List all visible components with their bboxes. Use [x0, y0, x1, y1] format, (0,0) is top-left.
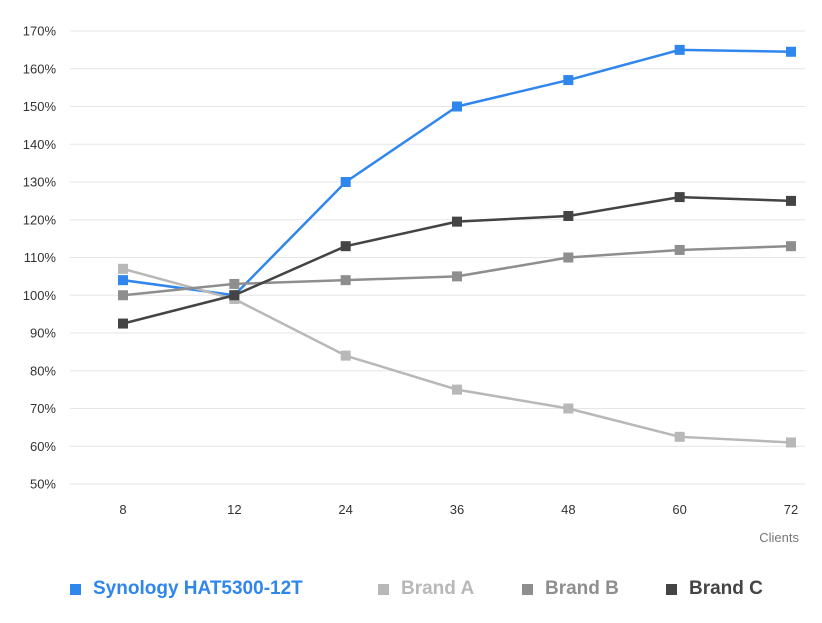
series-0	[118, 44, 796, 301]
data-point[interactable]	[452, 101, 462, 112]
legend-label: Brand A	[401, 578, 475, 599]
legend-item[interactable]: Brand C	[666, 574, 763, 604]
series-1	[118, 263, 796, 448]
data-point[interactable]	[340, 275, 351, 286]
data-point[interactable]	[229, 290, 240, 301]
data-point[interactable]	[340, 177, 351, 187]
legend-item[interactable]: Brand B	[522, 574, 619, 604]
legend-label: Synology HAT5300-12T	[93, 578, 303, 599]
y-axis-ticks: 170% 160% 150% 140% 130% 120% 110% 100% 90% 80% 70…	[23, 24, 57, 492]
x-tick-label: 12	[227, 502, 241, 517]
legend-swatch-icon	[70, 583, 81, 595]
data-point[interactable]	[452, 216, 462, 227]
data-point[interactable]	[563, 252, 574, 263]
series-3	[118, 192, 796, 329]
x-tick-label: 60	[672, 502, 686, 517]
y-tick-label: 170%	[23, 24, 57, 39]
data-point[interactable]	[340, 350, 351, 361]
x-tick-label: 72	[784, 502, 798, 517]
series-line	[122, 48, 792, 297]
legend: Synology HAT5300-12T Brand A Brand B Brand …	[0, 574, 822, 604]
x-tick-label: 8	[119, 502, 126, 517]
data-point[interactable]	[563, 210, 574, 221]
data-point[interactable]	[118, 290, 128, 301]
y-tick-label: 60%	[30, 439, 56, 454]
x-tick-label: 24	[338, 502, 352, 517]
y-tick-label: 150%	[23, 99, 57, 114]
y-tick-label: 90%	[30, 326, 56, 341]
y-tick-label: 80%	[30, 363, 56, 378]
y-tick-label: 160%	[23, 61, 57, 76]
data-point[interactable]	[229, 278, 240, 289]
y-tick-label: 70%	[30, 401, 56, 416]
grid-lines	[70, 30, 805, 485]
y-tick-label: 130%	[23, 175, 57, 190]
y-tick-label: 120%	[23, 212, 57, 227]
series-group	[118, 44, 796, 448]
data-point[interactable]	[118, 275, 128, 286]
data-point[interactable]	[674, 244, 685, 255]
data-point[interactable]	[786, 195, 796, 206]
data-point[interactable]	[786, 46, 796, 57]
data-point[interactable]	[118, 318, 128, 329]
legend-swatch-icon	[522, 583, 533, 595]
y-tick-label: 110%	[24, 250, 57, 265]
x-tick-label: 48	[561, 502, 575, 517]
x-axis-ticks: 8 12 24 36 48 60 72	[119, 502, 798, 517]
legend-swatch-icon	[666, 583, 677, 595]
legend-swatch-icon	[378, 583, 389, 595]
y-tick-label: 140%	[23, 137, 57, 152]
data-point[interactable]	[563, 403, 574, 414]
data-point[interactable]	[674, 192, 685, 203]
data-point[interactable]	[786, 241, 796, 252]
series-line	[122, 244, 792, 297]
legend-item[interactable]: Synology HAT5300-12T	[70, 574, 303, 604]
data-point[interactable]	[786, 437, 796, 448]
series-line	[122, 195, 792, 325]
x-tick-label: 36	[450, 502, 464, 517]
data-point[interactable]	[674, 431, 685, 442]
series-2	[118, 241, 796, 301]
data-point[interactable]	[118, 263, 128, 274]
data-point[interactable]	[340, 241, 351, 252]
legend-label: Brand C	[689, 578, 763, 599]
y-tick-label: 50%	[30, 477, 56, 492]
legend-item[interactable]: Brand A	[378, 574, 474, 604]
data-point[interactable]	[563, 75, 574, 86]
legend-label: Brand B	[545, 578, 619, 599]
data-point[interactable]	[452, 271, 462, 282]
y-tick-label: 100%	[23, 288, 57, 303]
data-point[interactable]	[674, 44, 685, 55]
data-point[interactable]	[452, 384, 462, 395]
x-axis-label: Clients	[759, 530, 799, 545]
